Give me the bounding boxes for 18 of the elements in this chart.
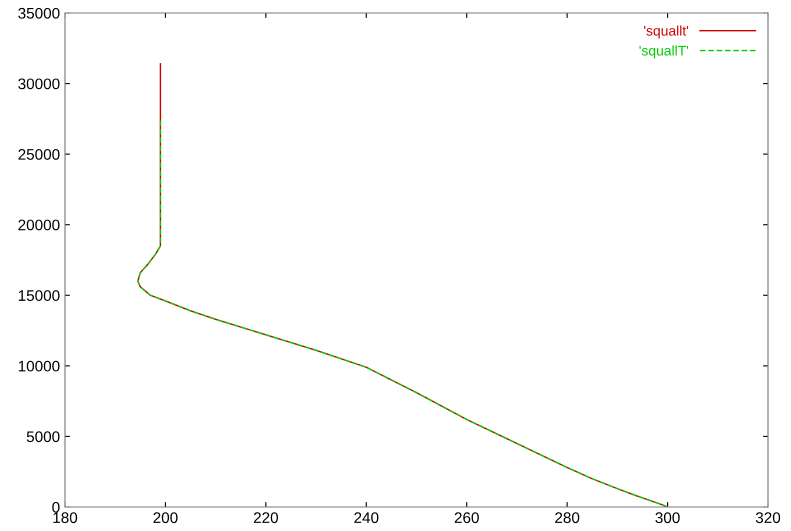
x-tick-label: 320 [756, 512, 780, 524]
y-tick-label: 25000 [18, 149, 60, 160]
legend-label: 'squallt' [644, 26, 688, 38]
y-tick-label: 35000 [18, 8, 60, 19]
y-tick-label: 0 [52, 502, 60, 513]
x-tick-label: 180 [53, 512, 78, 524]
y-tick-label: 5000 [26, 431, 60, 442]
x-tick-label: 200 [153, 512, 178, 524]
legend-label: 'squallT' [639, 45, 688, 58]
y-tick-label: 10000 [18, 360, 60, 372]
y-tick-label: 20000 [18, 220, 60, 230]
y-tick-label: 15000 [18, 290, 60, 301]
x-tick-label: 280 [555, 512, 580, 524]
x-tick-label: 260 [454, 512, 479, 524]
x-tick-label: 300 [655, 512, 680, 524]
x-tick-label: 220 [254, 512, 278, 524]
x-tick-label: 240 [354, 512, 378, 524]
y-tick-label: 30000 [18, 78, 60, 90]
